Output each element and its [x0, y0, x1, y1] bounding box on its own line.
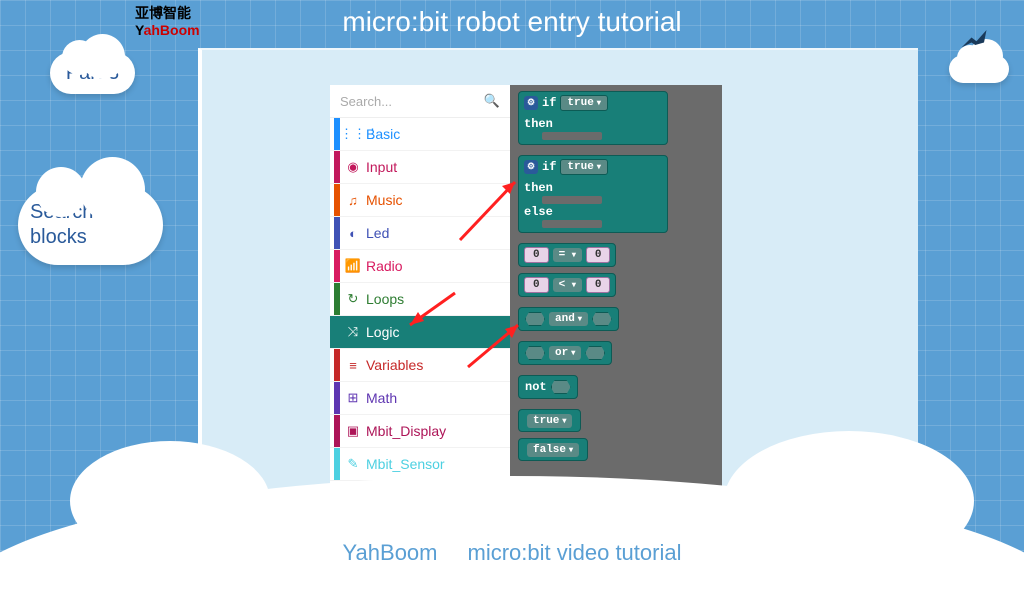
category-icon: ♫	[340, 193, 366, 208]
category-label: Mbit_Sensor	[366, 456, 445, 472]
gear-icon[interactable]: ⚙	[524, 160, 538, 174]
bird-icon	[959, 25, 989, 55]
category-icon: ≡	[340, 358, 366, 373]
search-label: Search for blocks	[30, 200, 163, 250]
category-math[interactable]: ⊞Math	[330, 382, 510, 415]
not-block[interactable]: not	[518, 375, 714, 399]
category-input[interactable]: ◉Input	[330, 151, 510, 184]
or-block[interactable]: or ▾	[518, 341, 714, 365]
lessthan-block[interactable]: 0 < ▾ 0	[518, 273, 714, 297]
logo: 亚博智能 YahBoom	[135, 5, 200, 39]
category-music[interactable]: ♫Music	[330, 184, 510, 217]
category-icon: ↻	[340, 291, 366, 307]
category-label: Led	[366, 225, 389, 241]
category-label: Logic	[366, 324, 399, 340]
category-mbit_display[interactable]: ▣Mbit_Display	[330, 415, 510, 448]
category-logic[interactable]: ⤨Logic	[330, 316, 510, 349]
category-icon: ⤨	[340, 324, 366, 340]
category-label: Basic	[366, 126, 400, 142]
category-label: Loops	[366, 291, 404, 307]
category-icon: ◐	[340, 226, 366, 241]
category-icon: ▣	[340, 423, 366, 439]
category-icon: ◉	[340, 159, 366, 175]
category-label: Mbit_Display	[366, 423, 446, 439]
category-label: Input	[366, 159, 397, 175]
logo-en-text: YahBoom	[135, 22, 200, 39]
bool-slot[interactable]: true▾	[560, 159, 607, 175]
and-block[interactable]: and ▾	[518, 307, 714, 331]
footer-text: YahBoommicro:bit video tutorial	[343, 540, 682, 566]
category-variables[interactable]: ≡Variables	[330, 349, 510, 382]
editor: Search... 🔍 ⋮⋮⋮Basic◉Input♫Music◐Led📶Rad…	[330, 85, 722, 500]
search-icon: 🔍	[484, 93, 500, 109]
search-placeholder: Search...	[340, 94, 392, 109]
if-then-else-block[interactable]: ⚙ if true▾ then else	[518, 155, 668, 233]
search-input[interactable]: Search... 🔍	[330, 85, 510, 118]
part-label: Part 3	[66, 62, 119, 85]
category-led[interactable]: ◐Led	[330, 217, 510, 250]
category-basic[interactable]: ⋮⋮⋮Basic	[330, 118, 510, 151]
part-cloud: Part 3	[50, 52, 135, 94]
category-icon: 📶	[340, 258, 366, 274]
search-cloud: Search for blocks	[18, 185, 163, 265]
category-label: Math	[366, 390, 397, 406]
category-label: Radio	[366, 258, 403, 274]
category-radio[interactable]: 📶Radio	[330, 250, 510, 283]
workspace[interactable]: ⚙ if true▾ then ⚙ if true▾ then else	[510, 85, 722, 500]
category-label: Variables	[366, 357, 423, 373]
false-block[interactable]: false ▾	[518, 438, 714, 461]
category-icon: ✎	[340, 456, 366, 472]
true-block[interactable]: true ▾	[518, 409, 714, 432]
if-then-block[interactable]: ⚙ if true▾ then	[518, 91, 668, 145]
gear-icon[interactable]: ⚙	[524, 96, 538, 110]
category-label: Music	[366, 192, 403, 208]
logo-cn-text: 亚博智能	[135, 5, 200, 22]
equals-block[interactable]: 0 = ▾ 0	[518, 243, 714, 267]
category-sidebar: Search... 🔍 ⋮⋮⋮Basic◉Input♫Music◐Led📶Rad…	[330, 85, 510, 500]
bool-slot[interactable]: true▾	[560, 95, 607, 111]
category-icon: ⊞	[340, 390, 366, 406]
page-title: micro:bit robot entry tutorial	[342, 6, 681, 38]
decorative-cloud-tr	[949, 55, 1009, 83]
category-loops[interactable]: ↻Loops	[330, 283, 510, 316]
category-icon: ⋮⋮⋮	[340, 126, 366, 142]
